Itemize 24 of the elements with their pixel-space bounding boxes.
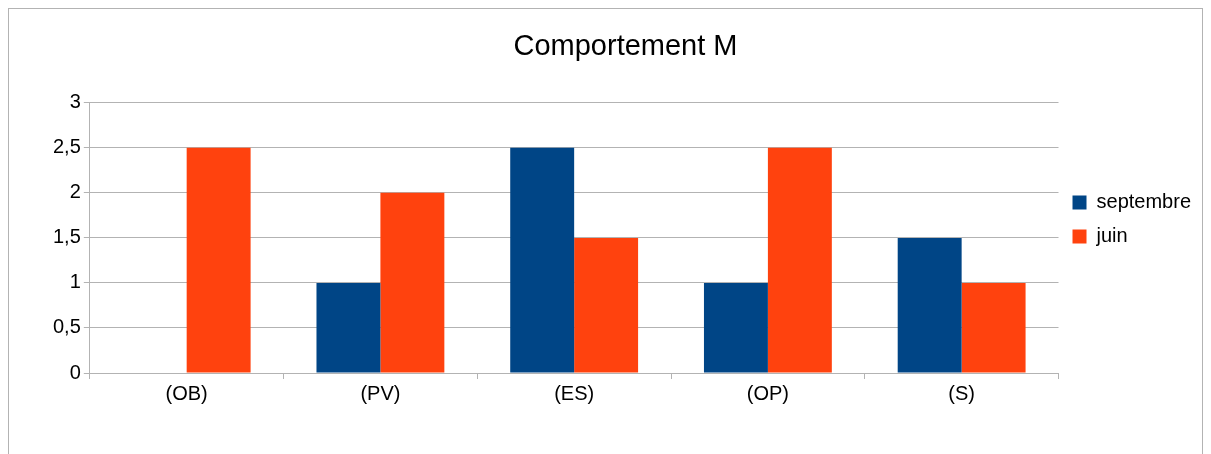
bar <box>961 282 1026 373</box>
y-tick-label: 2,5 <box>52 135 81 158</box>
bar <box>186 147 251 373</box>
legend-label: juin <box>1095 224 1128 247</box>
y-tick-label: 0 <box>69 360 81 383</box>
legend-label: septembre <box>1096 190 1192 213</box>
x-tick-label: (OB) <box>165 381 208 404</box>
x-tick-label: (PV) <box>360 381 401 404</box>
bar <box>380 192 445 373</box>
bar <box>316 282 381 373</box>
y-tick-label: 1,5 <box>52 225 81 248</box>
bar <box>767 147 832 373</box>
chart-title: Comportement M <box>513 29 738 62</box>
y-tick-label: 2 <box>69 180 81 203</box>
x-tick-label: (S) <box>948 381 975 404</box>
bar <box>510 147 575 373</box>
x-tick-label: (ES) <box>554 381 595 404</box>
y-tick-label: 1 <box>69 270 81 293</box>
bar <box>897 237 962 373</box>
bar <box>574 237 639 373</box>
y-tick-label: 3 <box>69 90 81 113</box>
bar <box>703 282 768 373</box>
x-tick-label: (OP) <box>746 381 790 404</box>
y-tick-label: 0,5 <box>52 315 81 338</box>
